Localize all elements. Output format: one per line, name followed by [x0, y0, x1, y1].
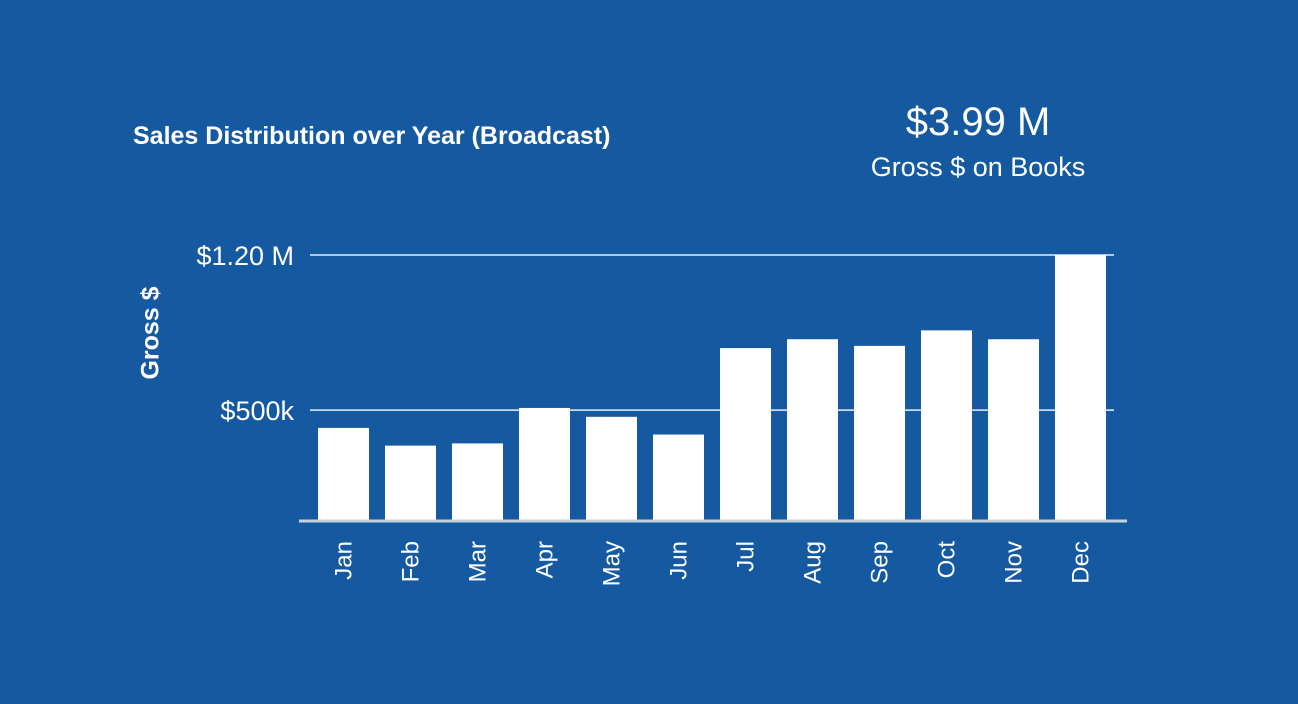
x-tick-label: Feb — [398, 541, 425, 582]
x-tick-label: Sep — [867, 541, 894, 584]
x-tick-label: Aug — [800, 541, 827, 584]
y-tick-label: $500k — [220, 396, 294, 426]
bar-nov — [988, 339, 1039, 521]
x-tick-label: May — [599, 541, 626, 586]
bar-feb — [385, 445, 436, 521]
bar-apr — [519, 407, 570, 521]
bar-jun — [653, 434, 704, 521]
x-tick-label: Jan — [331, 541, 358, 580]
kpi-label: Gross $ on Books — [870, 152, 1086, 182]
bar-oct — [921, 330, 972, 521]
bar-mar — [452, 443, 503, 521]
x-tick-label: Oct — [934, 541, 961, 579]
x-tick-label: Apr — [532, 541, 559, 578]
bar-jul — [720, 348, 771, 521]
bar-sep — [854, 345, 905, 521]
bar-dec — [1055, 255, 1106, 521]
chart-title: Sales Distribution over Year (Broadcast) — [133, 122, 611, 150]
bar-aug — [787, 339, 838, 521]
x-tick-label: Nov — [1001, 541, 1028, 584]
bar-jan — [318, 427, 369, 521]
bar-may — [586, 416, 637, 521]
y-tick-label: $1.20 M — [196, 241, 294, 271]
x-tick-label: Jun — [666, 541, 693, 580]
x-tick-label: Mar — [465, 541, 492, 582]
x-tick-label: Jul — [733, 541, 760, 572]
kpi-value: $3.99 M — [905, 100, 1051, 144]
x-tick-label: Dec — [1068, 541, 1095, 584]
